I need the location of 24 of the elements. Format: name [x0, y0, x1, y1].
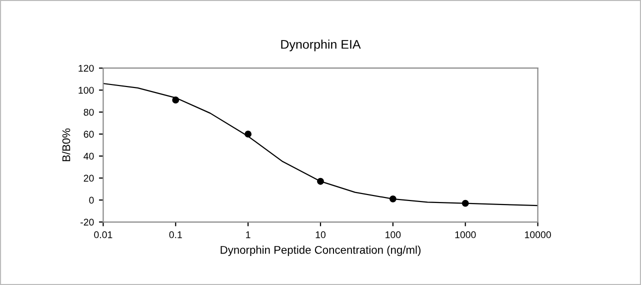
- y-tick-label: 120: [78, 64, 94, 72]
- y-tick-label: 0: [89, 196, 94, 204]
- x-tick-label: 100: [386, 231, 401, 238]
- point: [244, 130, 252, 138]
- y-tick-label: 80: [84, 108, 94, 116]
- point: [389, 195, 396, 202]
- x-tick-label: 0.1: [169, 231, 182, 238]
- x-tick-label: 1000: [455, 231, 476, 238]
- line-series: [103, 82, 538, 206]
- x-axis-title: Dynorphin Peptide Concentration (ng/ml): [220, 246, 420, 256]
- point: [462, 200, 469, 207]
- point: [172, 96, 180, 104]
- y-tick-label: 20: [84, 174, 94, 182]
- x-tick-label: 10000: [525, 231, 551, 238]
- y-tick-label: -20: [80, 218, 94, 226]
- y-tick-label: 60: [84, 130, 94, 138]
- y-tick-label: 100: [78, 86, 94, 94]
- chart-title: Dynorphin EIA: [281, 40, 361, 52]
- point: [317, 178, 324, 185]
- y-tick-label: 40: [84, 152, 94, 160]
- x-tick-label: 0.01: [94, 231, 112, 238]
- x-tick-label: 10: [316, 231, 326, 238]
- y-axis-title: B/B0%: [62, 128, 70, 162]
- x-tick-label: 1: [246, 231, 250, 238]
